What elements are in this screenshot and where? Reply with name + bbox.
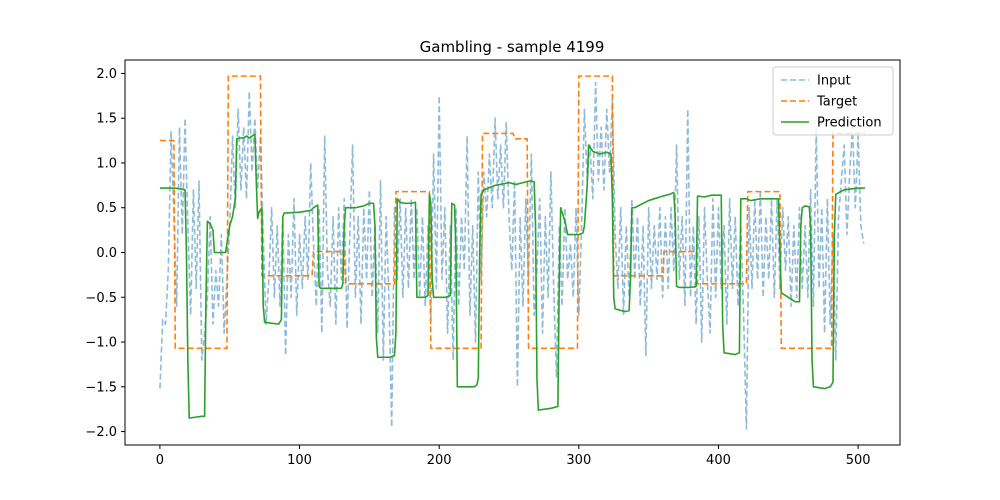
- series-line-target: [159, 75, 866, 350]
- y-tick-label: −1.0: [85, 336, 117, 351]
- x-tick-label: 200: [427, 453, 452, 468]
- y-tick-label: −1.5: [85, 380, 117, 395]
- legend-label-input: Input: [817, 74, 851, 89]
- legend: Input Target Prediction: [772, 66, 894, 136]
- chart-title: Gambling - sample 4199: [420, 38, 605, 56]
- y-tick-label: −0.5: [85, 291, 117, 306]
- legend-label-target: Target: [816, 95, 857, 110]
- series-line-input: [159, 81, 865, 430]
- y-tick-label: 1.0: [96, 156, 117, 171]
- x-tick-label: 100: [287, 453, 312, 468]
- x-axis: 0 100 200 300 400 500: [156, 445, 871, 468]
- x-tick-label: 300: [566, 453, 591, 468]
- series-layer: [159, 75, 866, 430]
- y-tick-label: 1.5: [96, 112, 117, 127]
- y-tick-label: 0.5: [96, 201, 117, 216]
- series-line-prediction: [159, 133, 866, 419]
- legend-label-prediction: Prediction: [817, 116, 882, 131]
- legend-box: [772, 66, 894, 136]
- x-tick-label: 500: [846, 453, 871, 468]
- x-tick-label: 0: [156, 453, 164, 468]
- y-tick-label: −2.0: [85, 425, 117, 440]
- y-axis: −2.0 −1.5 −1.0 −0.5 0.0 0.5 1.0 1.5 2.0: [85, 67, 125, 440]
- y-tick-label: 2.0: [96, 67, 117, 82]
- y-tick-label: 0.0: [96, 246, 117, 261]
- x-tick-label: 400: [706, 453, 731, 468]
